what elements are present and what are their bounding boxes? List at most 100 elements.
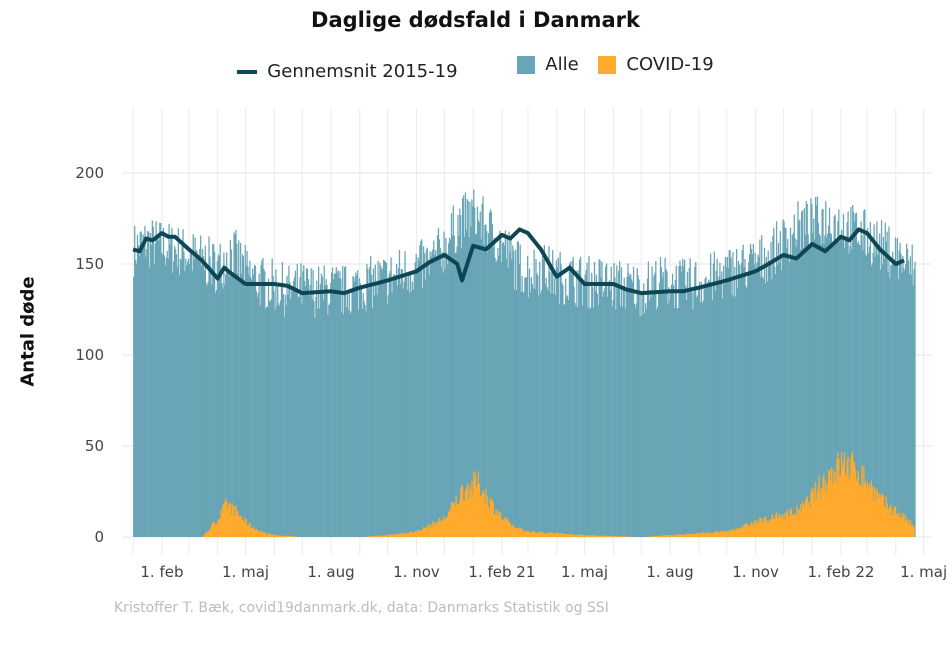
bar-alle — [408, 271, 410, 537]
bar-alle — [258, 273, 260, 537]
bar-alle — [652, 290, 654, 537]
bar-alle — [794, 238, 796, 537]
bar-alle — [730, 257, 732, 537]
bar-covid — [519, 527, 521, 537]
legend-swatch-all — [517, 55, 536, 74]
bar-covid — [496, 514, 498, 537]
bar-covid — [548, 533, 550, 537]
bar-covid — [497, 510, 499, 537]
bar-alle — [487, 252, 489, 537]
bar-covid — [523, 530, 525, 537]
bar-alle — [569, 261, 572, 537]
bar-alle — [402, 288, 404, 537]
bar-covid — [855, 481, 858, 537]
bar-alle — [754, 252, 756, 537]
bar-covid — [517, 527, 519, 537]
bar-alle — [513, 289, 516, 537]
bar-covid — [276, 534, 278, 537]
bar-alle — [766, 281, 768, 537]
legend-item-all: Alle — [517, 54, 579, 75]
bar-covid — [873, 486, 875, 537]
bar-covid — [715, 531, 717, 537]
legend-swatch-covid — [598, 55, 617, 74]
bar-alle — [817, 222, 820, 537]
bar-alle — [861, 235, 863, 537]
bar-covid — [423, 527, 426, 537]
bar-alle — [242, 256, 245, 537]
bar-covid — [560, 533, 562, 537]
bar-alle — [581, 305, 584, 537]
bar-covid — [737, 530, 740, 537]
bar-alle — [609, 290, 611, 537]
bar-covid — [869, 487, 872, 537]
bar-alle — [583, 281, 585, 537]
bar-alle — [603, 291, 605, 537]
bar-alle — [284, 294, 286, 537]
bar-alle — [359, 283, 362, 537]
bar-alle — [913, 269, 915, 537]
x-tick-label: 1. maj — [222, 563, 269, 581]
bar-alle — [266, 306, 269, 537]
bar-alle — [793, 214, 795, 537]
bar-covid — [603, 535, 605, 537]
bar-alle — [808, 245, 810, 538]
bar-alle — [308, 295, 310, 537]
bar-alle — [679, 260, 681, 537]
bar-covid — [689, 533, 691, 537]
bar-covid — [896, 514, 898, 537]
bar-covid — [461, 485, 463, 537]
bar-covid — [830, 467, 833, 537]
bar-covid — [538, 532, 540, 537]
bar-alle — [769, 264, 771, 537]
bar-alle — [549, 271, 551, 537]
bar-alle — [388, 273, 390, 537]
bar-covid — [570, 533, 572, 537]
bar-alle — [784, 227, 786, 537]
bar-covid — [740, 527, 742, 537]
bar-covid — [225, 498, 227, 537]
bar-covid — [374, 536, 376, 537]
bar-covid — [705, 533, 707, 537]
bar-alle — [350, 311, 352, 537]
bar-alle — [693, 291, 695, 537]
bar-alle — [891, 264, 893, 537]
bar-covid — [544, 533, 546, 537]
bar-alle — [590, 307, 592, 537]
bar-covid — [781, 518, 783, 537]
bar-alle — [893, 259, 896, 537]
bar-alle — [816, 196, 819, 537]
bar-covid — [683, 534, 686, 537]
bar-covid — [541, 532, 544, 537]
bar-covid — [792, 514, 794, 537]
bar-alle — [682, 258, 684, 537]
bar-covid — [444, 520, 446, 537]
bar-covid — [663, 535, 665, 537]
bar-alle — [602, 296, 604, 537]
bar-alle — [430, 256, 432, 537]
bar-covid — [406, 533, 408, 537]
bar-alle — [865, 254, 867, 538]
bar-covid — [736, 528, 738, 537]
bar-alle — [244, 245, 246, 537]
bar-alle — [221, 283, 223, 537]
bar-alle — [203, 270, 206, 537]
bar-alle — [448, 237, 451, 538]
bar-covid — [448, 511, 451, 537]
bar-covid — [723, 531, 726, 537]
bar-alle — [174, 245, 176, 537]
bar-alle — [272, 275, 274, 537]
bar-alle — [414, 262, 416, 537]
bar-alle — [383, 260, 386, 537]
bar-alle — [586, 262, 588, 537]
bar-alle — [777, 242, 780, 537]
bar-alle — [892, 251, 894, 537]
bar-covid — [428, 528, 430, 537]
bar-alle — [500, 233, 502, 537]
bar-alle — [459, 208, 461, 537]
bar-covid — [580, 534, 583, 537]
bar-alle — [869, 221, 872, 538]
bar-alle — [844, 236, 846, 537]
bar-covid — [552, 532, 554, 537]
bar-covid — [226, 509, 229, 537]
